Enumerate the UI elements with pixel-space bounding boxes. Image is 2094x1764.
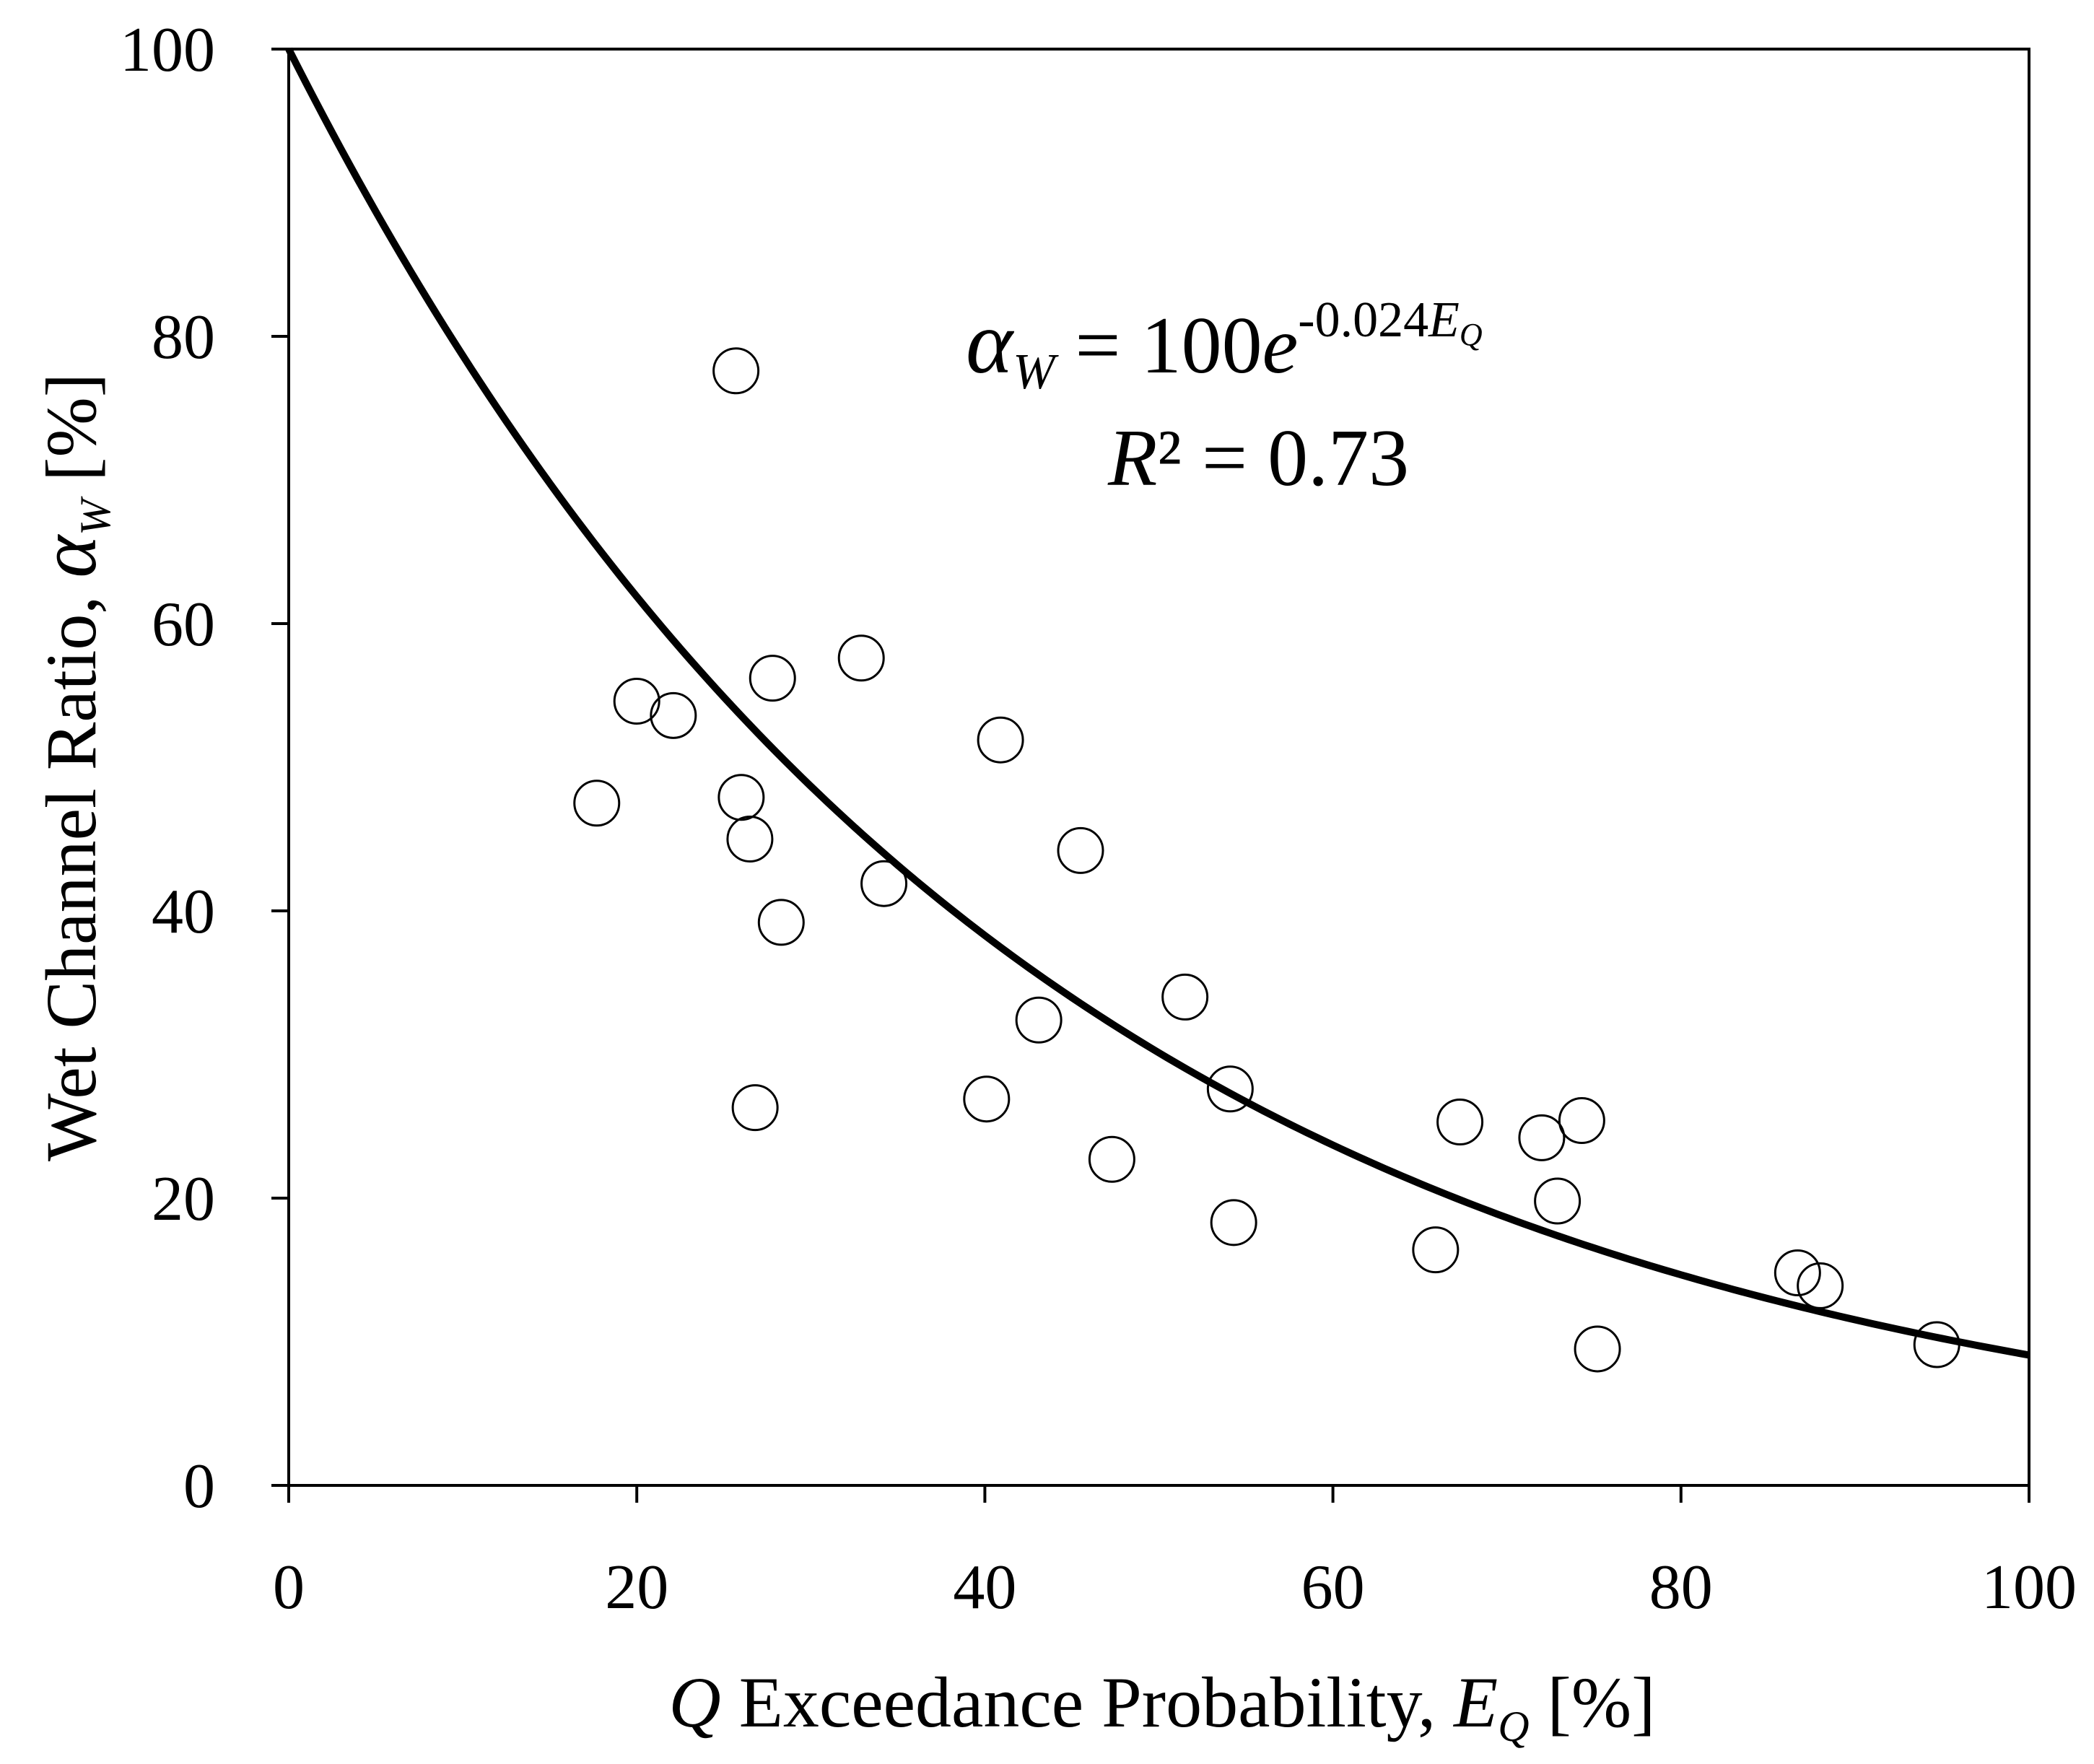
y-axis-title: Wet Channel Ratio, αW [%] bbox=[24, 373, 119, 1161]
eq-exponent-symbol: E bbox=[1428, 292, 1460, 348]
data-point bbox=[712, 347, 760, 395]
x-tick-label: 100 bbox=[1981, 1553, 2077, 1623]
data-point bbox=[613, 677, 660, 725]
data-point bbox=[1913, 1321, 1960, 1368]
eq-rhs: = 100 bbox=[1055, 301, 1262, 390]
y-tick-label: 40 bbox=[152, 877, 215, 947]
plot-area-frame bbox=[287, 48, 2030, 1487]
data-point bbox=[1412, 1226, 1460, 1274]
x-tick-label: 0 bbox=[273, 1553, 305, 1623]
y-tick-label: 60 bbox=[152, 590, 215, 660]
data-point bbox=[1534, 1177, 1582, 1225]
data-point bbox=[1774, 1249, 1821, 1296]
eq-exponent-subscript: Q bbox=[1460, 317, 1483, 352]
data-point bbox=[1161, 973, 1209, 1021]
x-axis-tick-labels: 0 20 40 60 80 100 bbox=[273, 1553, 2077, 1623]
x-tick-label: 40 bbox=[953, 1553, 1016, 1623]
data-point bbox=[1797, 1262, 1844, 1309]
x-axis-subscript: Q bbox=[1498, 1703, 1529, 1750]
data-point bbox=[1518, 1114, 1566, 1161]
y-axis-tick-labels: 0 20 40 60 80 100 bbox=[120, 15, 215, 1521]
r2-symbol: R bbox=[1107, 414, 1157, 503]
data-point bbox=[1210, 1199, 1257, 1246]
x-axis-text: Exceedance Probability, bbox=[721, 1662, 1454, 1742]
x-tick-label: 20 bbox=[605, 1553, 668, 1623]
data-point bbox=[1057, 826, 1104, 874]
y-axis-unit: [%] bbox=[31, 373, 111, 499]
x-axis-var: Q bbox=[669, 1662, 721, 1742]
x-axis-title: Q Exceedance Probability, EQ [%] bbox=[669, 1662, 1656, 1750]
data-point bbox=[726, 816, 774, 863]
data-point bbox=[963, 1075, 1011, 1123]
y-axis-text: Wet Channel Ratio, bbox=[31, 578, 111, 1161]
x-axis-symbol: E bbox=[1452, 1662, 1498, 1742]
y-axis-symbol: α bbox=[24, 534, 113, 578]
data-point bbox=[1558, 1097, 1605, 1145]
data-point bbox=[650, 691, 697, 739]
data-point bbox=[1206, 1065, 1254, 1113]
y-axis-ticks bbox=[271, 48, 289, 1487]
fit-curve-line bbox=[285, 47, 2030, 1359]
x-tick-label: 80 bbox=[1649, 1553, 1713, 1623]
y-tick-label: 80 bbox=[152, 302, 215, 372]
data-point bbox=[731, 1084, 779, 1132]
data-point bbox=[837, 634, 885, 682]
x-tick-label: 60 bbox=[1301, 1553, 1365, 1623]
eq-base-e: e bbox=[1262, 301, 1299, 390]
data-point bbox=[717, 774, 765, 821]
eq-exponent: -0.024 bbox=[1298, 292, 1428, 348]
x-axis-ticks bbox=[287, 1485, 2030, 1503]
data-point bbox=[1436, 1099, 1484, 1146]
y-tick-label: 0 bbox=[183, 1451, 215, 1521]
data-point bbox=[757, 899, 805, 946]
y-tick-label: 100 bbox=[120, 15, 215, 85]
data-point bbox=[977, 716, 1024, 764]
y-tick-label: 20 bbox=[152, 1164, 215, 1234]
data-point bbox=[573, 780, 621, 827]
eq-alpha-subscript: W bbox=[1013, 344, 1059, 400]
data-points bbox=[573, 347, 1960, 1373]
data-point bbox=[860, 860, 908, 907]
data-point bbox=[749, 655, 796, 702]
data-point bbox=[1574, 1325, 1621, 1373]
y-axis-subscript: W bbox=[71, 496, 119, 536]
eq-alpha-symbol: α bbox=[966, 293, 1015, 392]
r2-value: ² = 0.73 bbox=[1157, 414, 1409, 503]
fit-equation: αW = 100e-0.024EQ bbox=[966, 292, 1483, 400]
data-point bbox=[1088, 1135, 1135, 1183]
data-point bbox=[1015, 996, 1063, 1044]
r-squared: R² = 0.73 bbox=[1107, 414, 1409, 503]
x-axis-unit: [%] bbox=[1530, 1662, 1656, 1742]
